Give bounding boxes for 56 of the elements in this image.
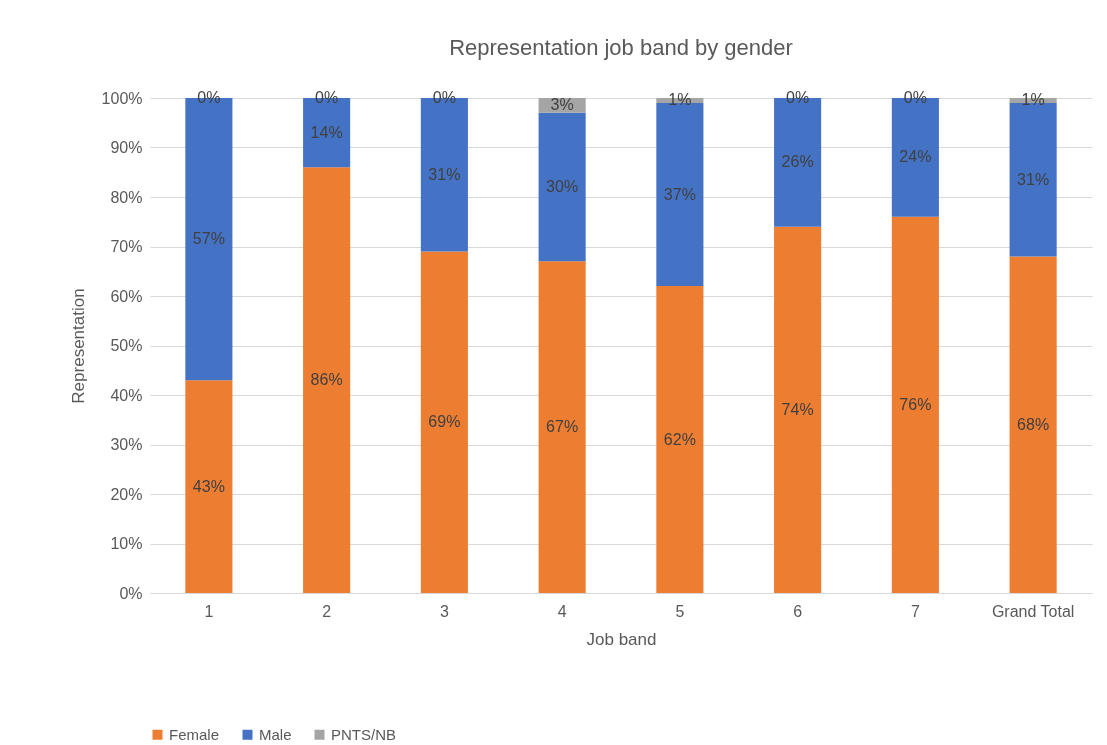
bar	[656, 286, 704, 593]
x-tick-label: 7	[910, 602, 920, 620]
data-label: 3%	[550, 96, 574, 114]
x-tick-label: 3	[439, 602, 449, 620]
y-tick-label: 80%	[110, 188, 143, 206]
data-label: 14%	[310, 123, 343, 141]
bar	[891, 216, 939, 593]
data-label: 68%	[1017, 415, 1050, 433]
x-tick-label: 6	[793, 602, 803, 620]
data-label: 86%	[310, 371, 343, 389]
data-label: 31%	[1017, 170, 1050, 188]
data-label: 30%	[546, 178, 579, 196]
data-label: 69%	[428, 413, 461, 431]
x-tick-label: 5	[675, 602, 685, 620]
x-axis-title: Job band	[586, 629, 657, 649]
data-label: 57%	[192, 230, 225, 248]
data-label: 43%	[192, 477, 225, 495]
data-label: 62%	[663, 430, 696, 448]
x-tick-label: Grand Total	[991, 602, 1075, 620]
bar	[538, 112, 586, 262]
x-tick-label: 4	[557, 602, 567, 620]
y-tick-label: 10%	[110, 535, 143, 552]
legend-label: Female	[169, 725, 220, 743]
data-label: 0%	[197, 89, 221, 106]
legend-label: PNTS/NB	[331, 725, 397, 743]
legend-label: Male	[259, 725, 292, 743]
bar	[774, 226, 822, 593]
bar	[538, 261, 586, 593]
data-label: 0%	[432, 89, 456, 106]
data-label: 0%	[903, 89, 927, 106]
data-label: 0%	[786, 89, 810, 106]
bar	[420, 251, 468, 593]
y-tick-label: 20%	[110, 485, 143, 503]
y-tick-label: 40%	[110, 386, 143, 404]
data-label: 24%	[899, 148, 932, 166]
y-tick-label: 60%	[110, 287, 143, 305]
data-label: 26%	[781, 153, 814, 171]
y-axis-title: Representation	[68, 288, 88, 404]
y-tick-label: 50%	[110, 337, 143, 354]
y-tick-label: 70%	[110, 238, 143, 255]
y-tick-label: 30%	[110, 436, 143, 453]
chart-title: Representation job band by gender	[449, 35, 793, 60]
data-label: 67%	[546, 418, 579, 436]
bar	[303, 167, 351, 593]
data-label: 37%	[663, 185, 696, 203]
x-tick-label: 2	[322, 602, 332, 620]
data-label: 76%	[899, 395, 932, 413]
bar	[185, 380, 233, 593]
bar	[1009, 256, 1057, 593]
x-tick-label: 1	[204, 602, 214, 620]
data-label: 74%	[781, 400, 814, 418]
y-tick-label: 100%	[101, 89, 143, 107]
y-tick-label: 0%	[119, 584, 143, 602]
data-label: 31%	[428, 165, 461, 183]
y-tick-label: 90%	[110, 139, 143, 156]
data-label: 0%	[315, 89, 339, 106]
